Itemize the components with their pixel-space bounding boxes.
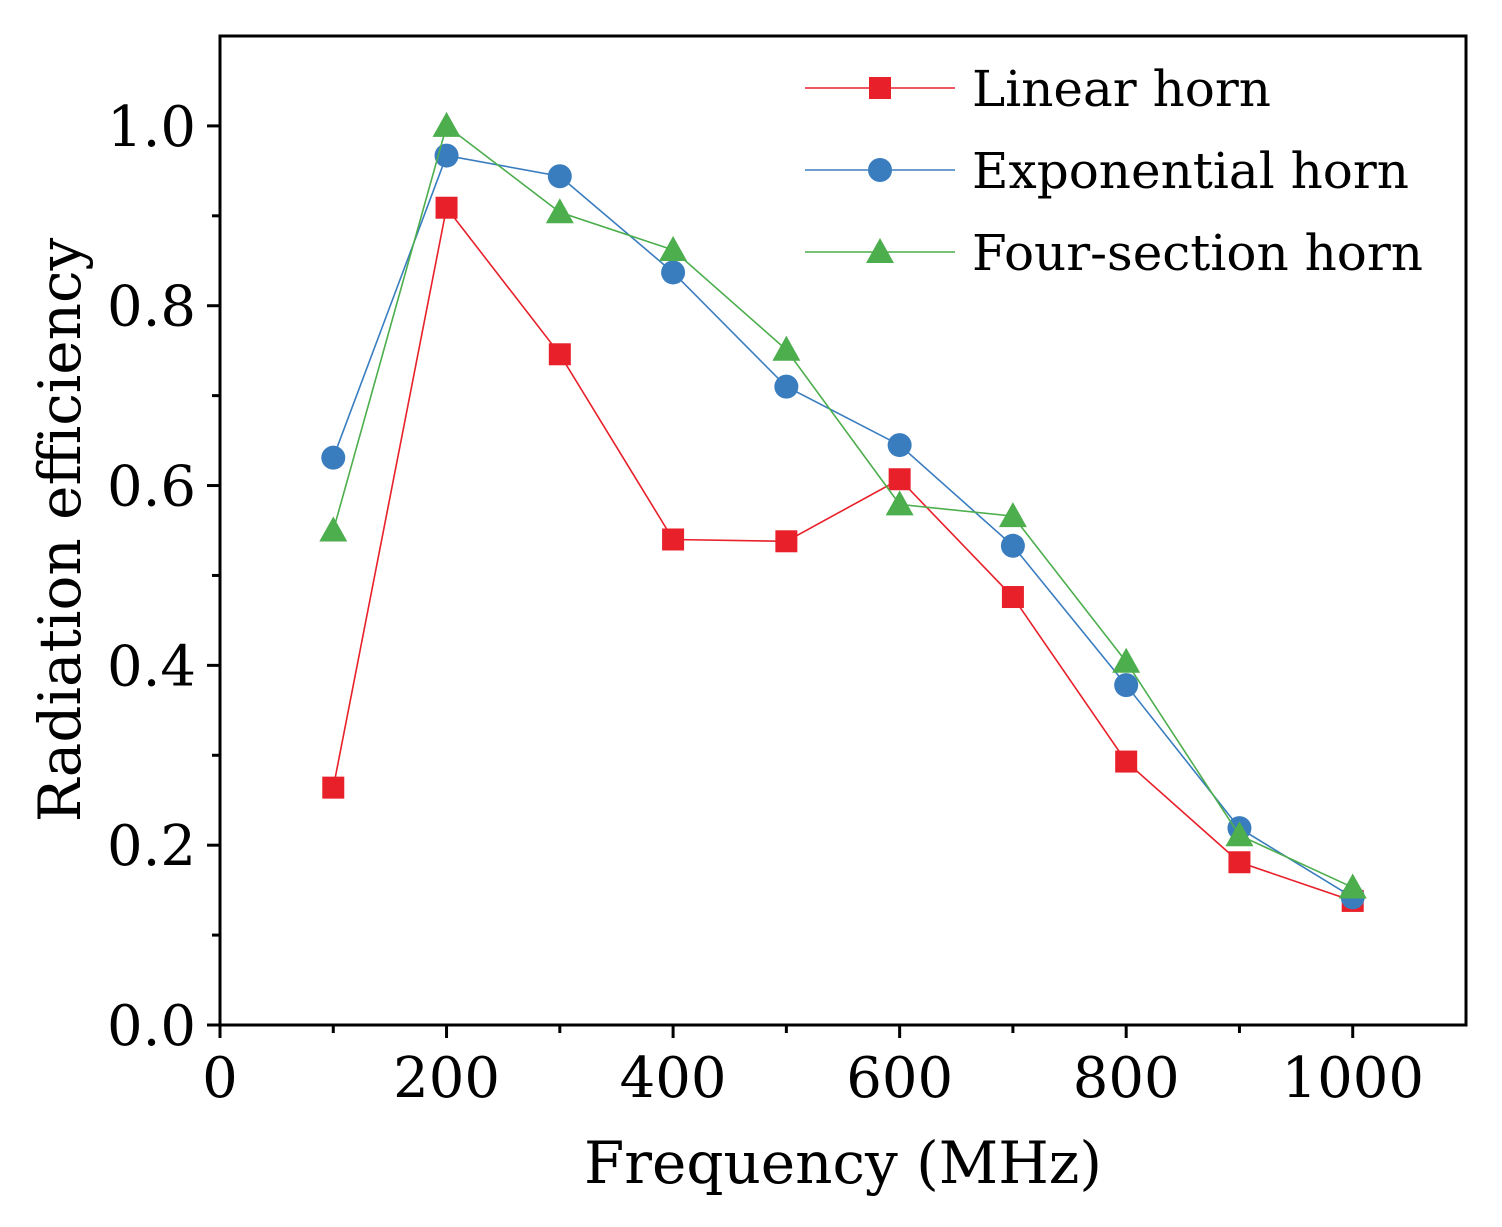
y-axis-title: Radiation efficiency <box>26 238 94 823</box>
data-point <box>319 516 348 542</box>
y-tick-label: 0.6 <box>107 455 196 520</box>
data-point <box>1112 647 1141 673</box>
series-line <box>332 124 1354 889</box>
y-tick-label: 1.0 <box>107 95 196 160</box>
data-point <box>322 776 345 799</box>
data-point <box>1225 821 1254 847</box>
x-axis-title: Frequency (MHz) <box>584 1129 1102 1197</box>
data-point <box>659 235 688 261</box>
data-point <box>774 374 799 399</box>
data-point <box>1000 533 1025 558</box>
x-tick-label: 1000 <box>1281 1046 1424 1111</box>
plot-area <box>319 111 1367 912</box>
data-point <box>998 502 1027 528</box>
data-point <box>435 196 458 219</box>
data-point <box>662 528 685 551</box>
data-point <box>432 111 461 137</box>
x-tick-label: 200 <box>393 1046 500 1111</box>
data-point <box>548 343 571 366</box>
data-point <box>545 198 574 224</box>
data-point <box>887 433 912 458</box>
data-point <box>321 445 346 470</box>
x-tick-label: 400 <box>620 1046 727 1111</box>
series-four-section-horn <box>319 111 1367 899</box>
series-line <box>332 205 1353 902</box>
data-point <box>885 490 914 516</box>
x-tick-label: 800 <box>1073 1046 1180 1111</box>
legend-marker <box>868 158 892 182</box>
data-point <box>1228 851 1251 874</box>
y-tick-label: 0.8 <box>107 275 196 340</box>
x-tick-label: 0 <box>202 1046 238 1111</box>
data-point <box>772 335 801 361</box>
plot-frame <box>218 34 1468 1027</box>
legend-label: Exponential horn <box>972 142 1409 200</box>
legend: Linear horn Exponential horn Four-section … <box>805 60 1423 282</box>
data-point <box>1338 873 1367 899</box>
data-point <box>1114 673 1139 698</box>
data-point <box>1001 586 1024 609</box>
data-point <box>547 164 572 189</box>
legend-label: Four-section horn <box>972 224 1423 282</box>
axes: 0 200 400 600 800 1000 0.0 0.2 0.4 0.6 0.8 1.0 <box>107 34 1468 1111</box>
y-tick-label: 0.0 <box>107 994 196 1059</box>
legend-label: Linear horn <box>972 60 1271 118</box>
series-line <box>332 154 1354 899</box>
data-point <box>775 530 798 553</box>
data-point <box>888 468 911 491</box>
y-tick-label: 0.4 <box>107 634 196 699</box>
legend-marker <box>866 238 894 263</box>
data-point <box>1115 750 1138 773</box>
legend-marker <box>869 77 891 99</box>
y-tick-label: 0.2 <box>107 814 196 879</box>
data-point <box>661 260 686 285</box>
series-linear-horn <box>322 196 1364 912</box>
x-tick-label: 600 <box>846 1046 953 1111</box>
